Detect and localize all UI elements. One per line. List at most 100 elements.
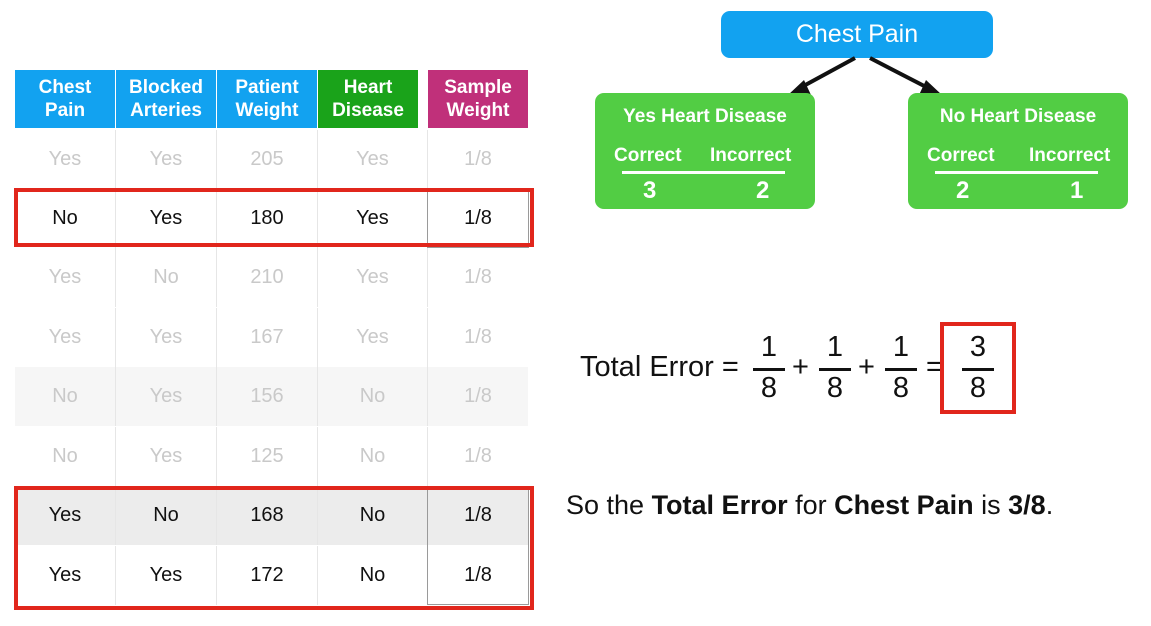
table-cell: No — [318, 546, 428, 605]
table-cell: Yes — [116, 367, 217, 426]
result-denominator: 8 — [969, 372, 987, 404]
table-cell: No — [15, 189, 116, 248]
header-label: Patient Weight — [235, 77, 299, 121]
arrow-right — [869, 56, 931, 91]
table-cell: No — [318, 486, 428, 545]
header-sample-weight: Sample Weight — [428, 70, 528, 128]
header-patient-weight: Patient Weight — [217, 70, 317, 128]
table-cell: Yes — [15, 486, 116, 545]
table-cell: 156 — [217, 367, 318, 426]
header-chest-pain: Chest Pain — [15, 70, 115, 128]
table-cell: 1/8 — [464, 148, 492, 170]
table-cell: No — [116, 248, 217, 307]
leaf-title: Yes Heart Disease — [623, 106, 787, 127]
table-cell: 1/8 — [464, 504, 492, 526]
table-cell: Yes — [15, 248, 116, 307]
leaf-no-heart-disease: No Heart Disease Correct Incorrect 2 1 — [908, 93, 1128, 209]
table-cell: 1/8 — [464, 445, 492, 467]
fraction-numerator: 1 — [826, 331, 844, 363]
table-row: Yes Yes 172 No 1/8 — [15, 546, 528, 605]
table-cell: 205 — [217, 130, 318, 189]
result-fraction-bar — [962, 368, 994, 371]
table-cell: 172 — [217, 546, 318, 605]
fraction-denominator: 8 — [892, 372, 910, 404]
header-heart-disease: Heart Disease — [318, 70, 418, 128]
correct-label: Correct — [927, 145, 995, 166]
summary-bold: 3/8 — [1008, 490, 1046, 520]
table-cell: 1/8 — [464, 385, 492, 407]
arrow-left — [797, 56, 856, 91]
summary-bold: Total Error — [651, 490, 788, 520]
table-cell: Yes — [116, 546, 217, 605]
result-numerator: 3 — [969, 331, 987, 363]
summary-text: So the — [566, 490, 652, 520]
table-cell: No — [15, 427, 116, 486]
table-cell: 1/8 — [464, 564, 492, 586]
header-blocked-arteries: Blocked Arteries — [116, 70, 216, 128]
fraction-bar — [753, 368, 785, 371]
table-cell: No — [318, 367, 428, 426]
correct-count: 3 — [643, 177, 657, 204]
formula-label: Total Error = — [580, 351, 739, 383]
header-label: Heart Disease — [332, 77, 404, 121]
table-cell: 167 — [217, 308, 318, 367]
table-cell: Yes — [318, 248, 428, 307]
summary-text: for — [787, 490, 835, 520]
correct-label: Correct — [614, 145, 682, 166]
table-cell: 210 — [217, 248, 318, 307]
fraction-denominator: 8 — [760, 372, 778, 404]
table-cell: 180 — [217, 189, 318, 248]
table-cell: 1/8 — [464, 326, 492, 348]
table-row: No Yes 180 Yes 1/8 — [15, 189, 528, 248]
table-row: Yes No 168 No 1/8 — [15, 486, 528, 545]
summary-sentence: So the Total Error for Chest Pain is 3/8… — [566, 490, 1053, 521]
table-cell: Yes — [318, 130, 428, 189]
table-cell: Yes — [116, 130, 217, 189]
leaf-divider — [935, 171, 1098, 174]
root-node-label: Chest Pain — [795, 20, 919, 48]
table-cell: Yes — [15, 546, 116, 605]
correct-count: 2 — [956, 177, 970, 204]
fraction-bar — [819, 368, 851, 371]
incorrect-label: Incorrect — [710, 145, 792, 166]
table-row: Yes No 210 Yes 1/8 — [15, 248, 528, 307]
incorrect-label: Incorrect — [1029, 145, 1111, 166]
table-cell: No — [15, 367, 116, 426]
header-label: Blocked Arteries — [129, 77, 203, 121]
summary-text: . — [1045, 490, 1054, 520]
table-cell: Yes — [15, 130, 116, 189]
summary-text: is — [973, 490, 1009, 520]
fraction-numerator: 1 — [892, 331, 910, 363]
header-label: Chest Pain — [38, 77, 92, 121]
table-cell: Yes — [318, 308, 428, 367]
table-cell: Yes — [116, 189, 217, 248]
incorrect-count: 1 — [1070, 177, 1084, 204]
table-cell: Yes — [318, 189, 428, 248]
leaf-divider — [622, 171, 785, 174]
fraction-numerator: 1 — [760, 331, 778, 363]
header-label: Sample Weight — [444, 77, 512, 121]
fraction-bar — [885, 368, 917, 371]
summary-bold: Chest Pain — [834, 490, 974, 520]
table-row: Yes Yes 205 Yes 1/8 — [15, 130, 528, 189]
table-cell: No — [116, 486, 217, 545]
table-cell: 1/8 — [464, 207, 492, 229]
table-cell: No — [318, 427, 428, 486]
table-row: No Yes 125 No 1/8 — [15, 427, 528, 486]
table-cell: Yes — [15, 308, 116, 367]
plus-sign: + — [792, 351, 809, 383]
table-row: No Yes 156 No 1/8 — [15, 367, 528, 426]
table-cell: 1/8 — [464, 266, 492, 288]
incorrect-count: 2 — [756, 177, 770, 204]
leaf-yes-heart-disease: Yes Heart Disease Correct Incorrect 3 2 — [595, 93, 815, 209]
fraction-denominator: 8 — [826, 372, 844, 404]
table-cell: 168 — [217, 486, 318, 545]
equals-sign: = — [926, 351, 943, 383]
table-cell: 125 — [217, 427, 318, 486]
table-cell: Yes — [116, 427, 217, 486]
root-node: Chest Pain — [721, 11, 993, 58]
leaf-title: No Heart Disease — [939, 106, 1097, 127]
table-cell: Yes — [116, 308, 217, 367]
table-row: Yes Yes 167 Yes 1/8 — [15, 308, 528, 367]
plus-sign: + — [858, 351, 875, 383]
